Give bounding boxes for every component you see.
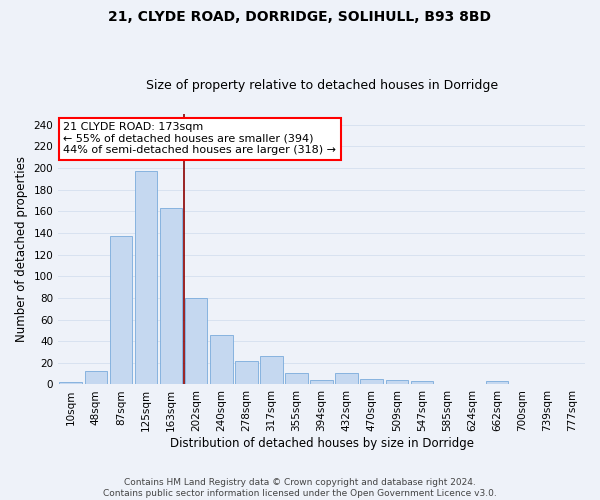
Bar — [335, 372, 358, 384]
Text: 21, CLYDE ROAD, DORRIDGE, SOLIHULL, B93 8BD: 21, CLYDE ROAD, DORRIDGE, SOLIHULL, B93 … — [109, 10, 491, 24]
Bar — [235, 360, 257, 384]
Bar — [486, 381, 508, 384]
Bar — [210, 334, 233, 384]
Text: 21 CLYDE ROAD: 173sqm
← 55% of detached houses are smaller (394)
44% of semi-det: 21 CLYDE ROAD: 173sqm ← 55% of detached … — [64, 122, 337, 156]
Title: Size of property relative to detached houses in Dorridge: Size of property relative to detached ho… — [146, 79, 497, 92]
Bar — [361, 379, 383, 384]
Bar — [134, 172, 157, 384]
Bar — [410, 381, 433, 384]
Bar — [310, 380, 333, 384]
Bar — [59, 382, 82, 384]
Bar — [185, 298, 208, 384]
Bar — [260, 356, 283, 384]
Bar — [160, 208, 182, 384]
Bar — [85, 372, 107, 384]
Bar — [285, 372, 308, 384]
Bar — [110, 236, 132, 384]
X-axis label: Distribution of detached houses by size in Dorridge: Distribution of detached houses by size … — [170, 437, 473, 450]
Y-axis label: Number of detached properties: Number of detached properties — [15, 156, 28, 342]
Bar — [386, 380, 408, 384]
Text: Contains HM Land Registry data © Crown copyright and database right 2024.
Contai: Contains HM Land Registry data © Crown c… — [103, 478, 497, 498]
